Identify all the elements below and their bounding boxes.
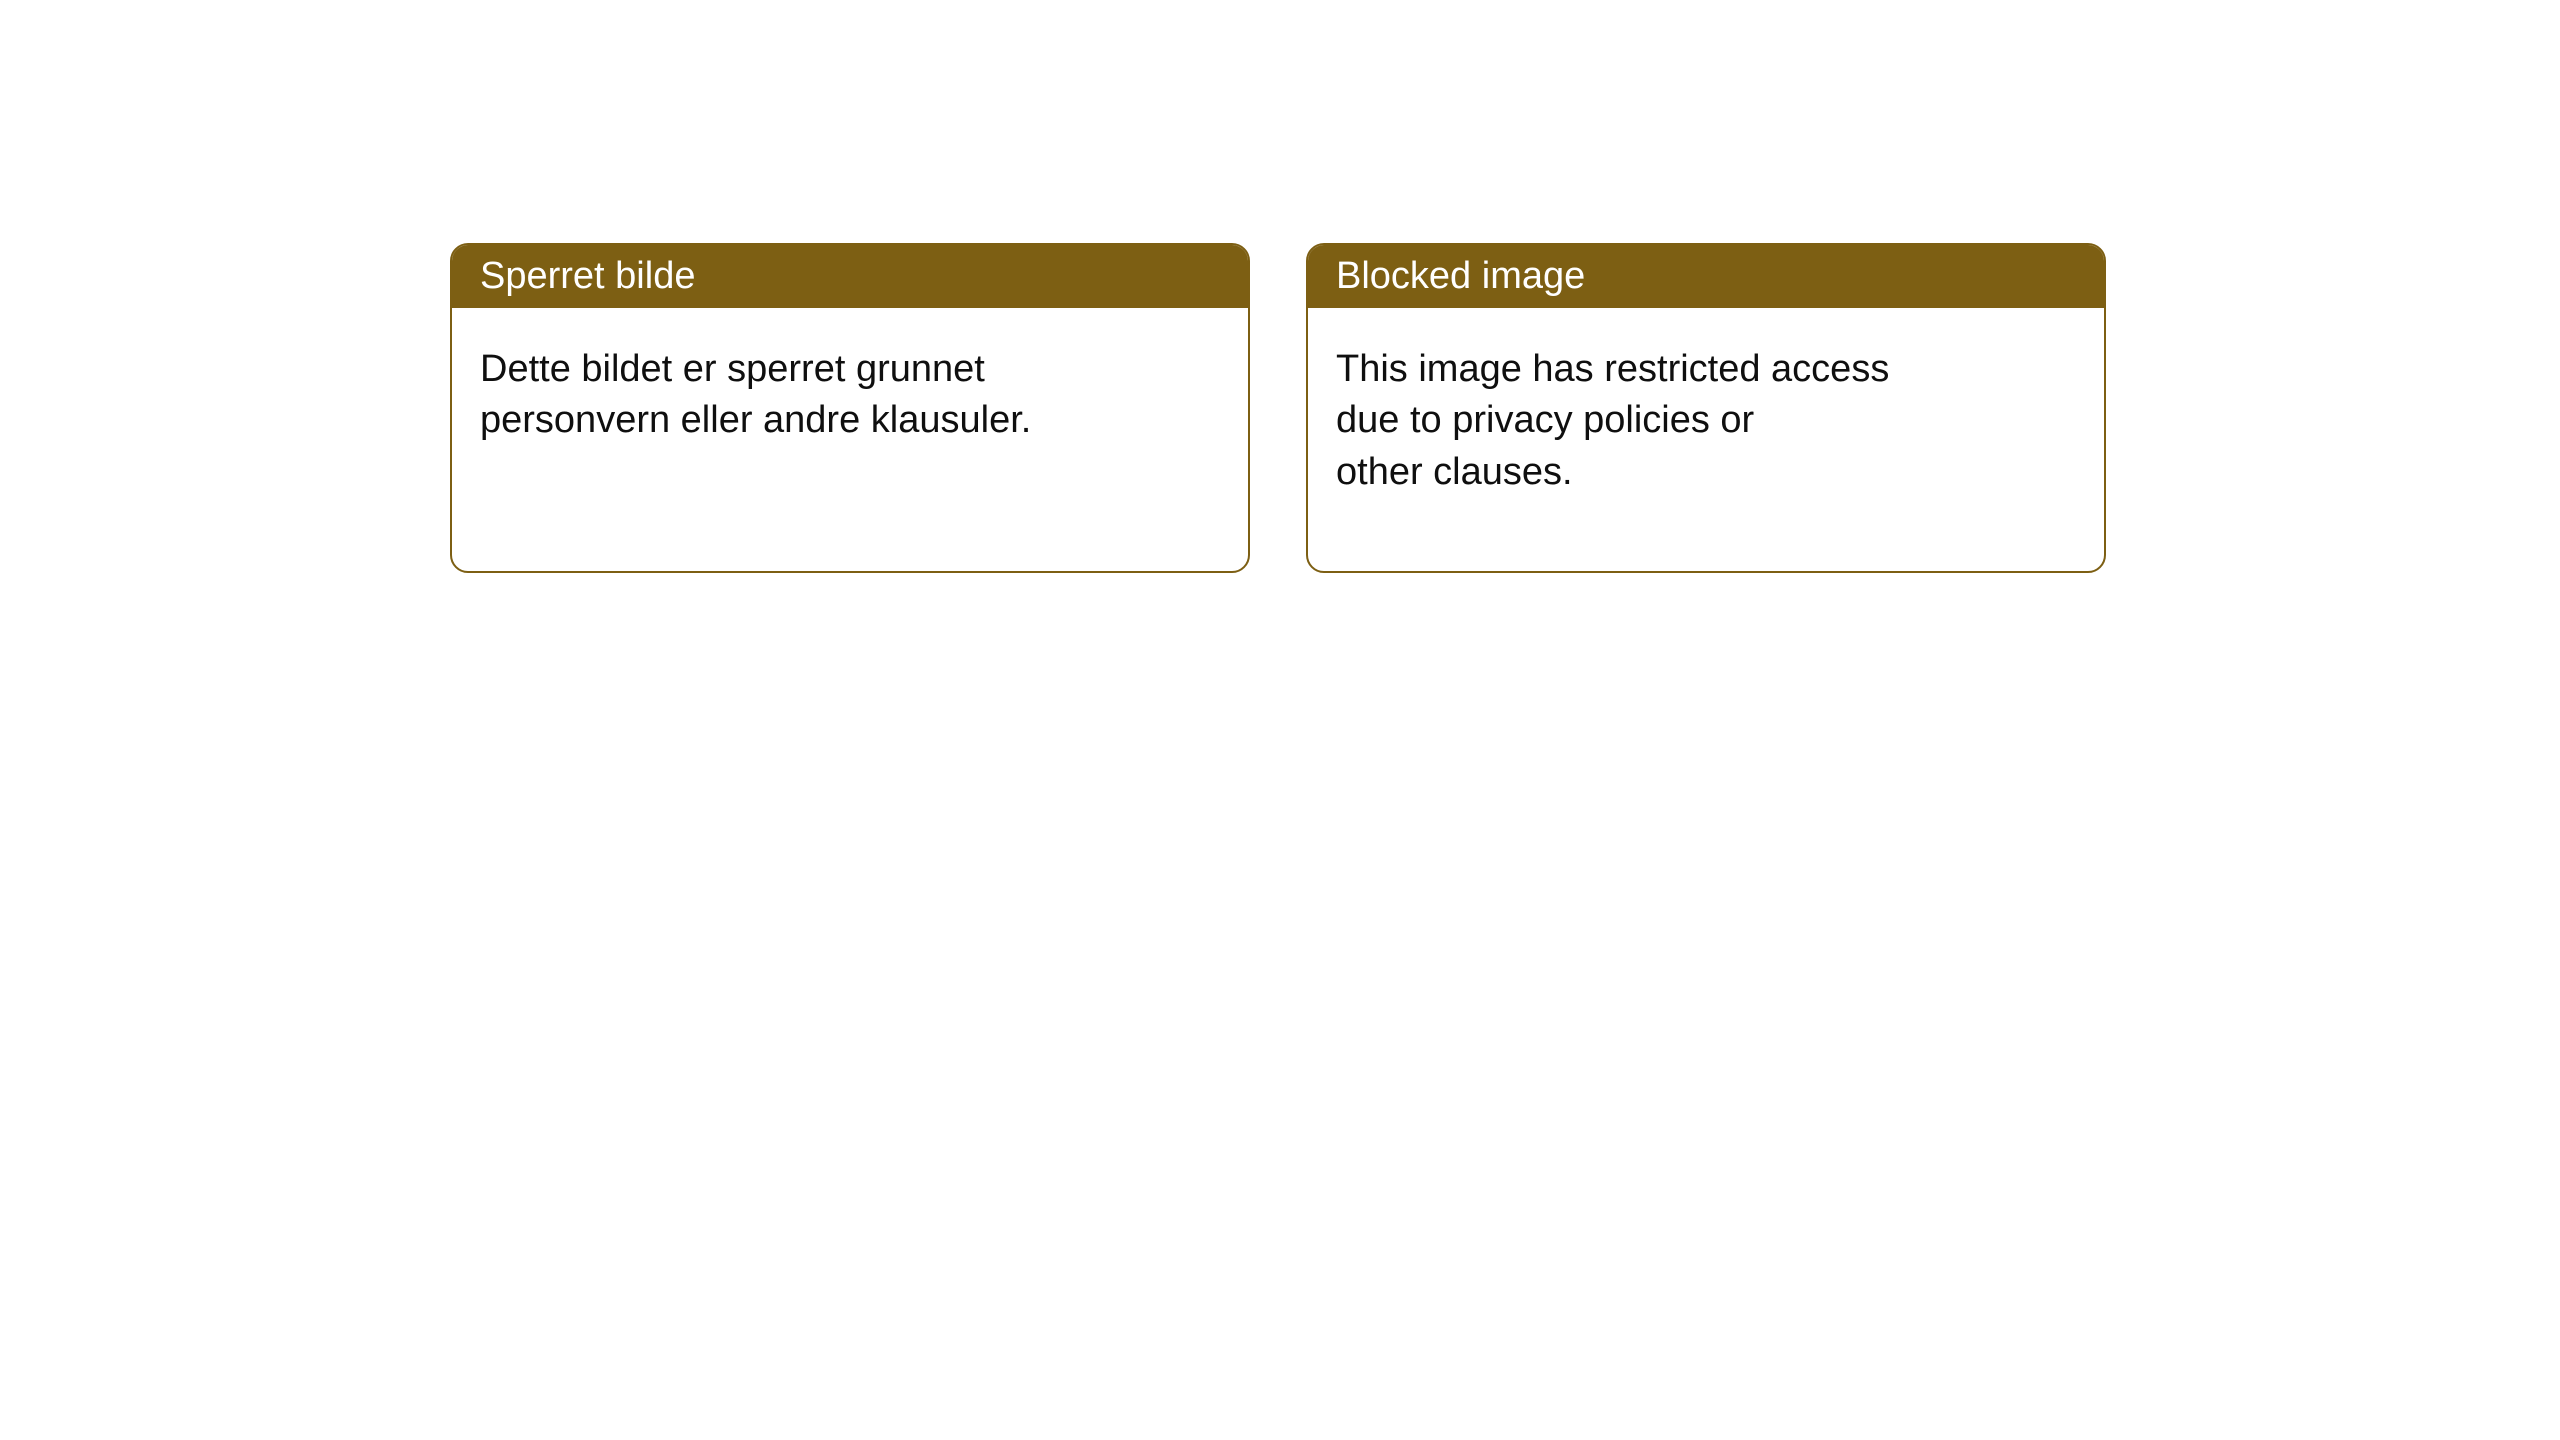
notice-card-english: Blocked image This image has restricted …	[1306, 243, 2106, 573]
notice-title-english: Blocked image	[1308, 245, 2104, 308]
notice-body-norwegian: Dette bildet er sperret grunnet personve…	[452, 308, 1132, 483]
notice-title-norwegian: Sperret bilde	[452, 245, 1248, 308]
notice-card-norwegian: Sperret bilde Dette bildet er sperret gr…	[450, 243, 1250, 573]
notice-container: Sperret bilde Dette bildet er sperret gr…	[0, 0, 2560, 573]
notice-body-english: This image has restricted access due to …	[1308, 308, 1988, 534]
